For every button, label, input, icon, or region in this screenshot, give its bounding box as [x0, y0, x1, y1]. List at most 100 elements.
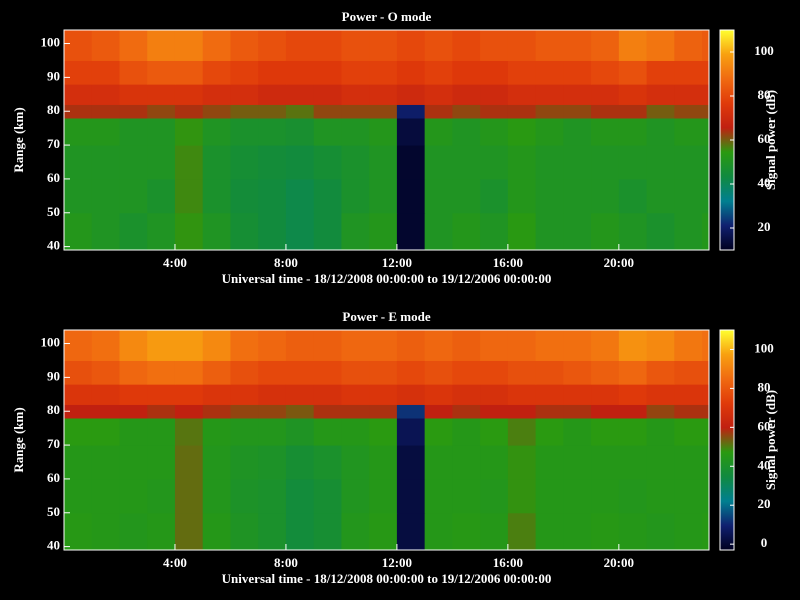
heatmap-cell [147, 404, 176, 419]
heatmap-cell [91, 178, 120, 214]
heatmap-cell [341, 512, 370, 550]
heatmap-cell [480, 512, 509, 550]
heatmap-cell [285, 104, 315, 119]
heatmap-cell [258, 478, 287, 514]
heatmap-cell [396, 330, 426, 361]
colorbar-label: Signal power (dB) [763, 90, 778, 190]
heatmap-cell [507, 178, 537, 214]
heatmap-cell [563, 104, 592, 119]
heatmap-cell [507, 30, 537, 61]
heatmap-cell [618, 145, 648, 180]
heatmap-cell [674, 30, 703, 61]
heatmap-cell [91, 512, 120, 550]
heatmap-cell [313, 445, 342, 480]
heatmap-cell [174, 512, 204, 550]
colorbar-tick-label: 60 [758, 131, 771, 146]
heatmap-cell [452, 104, 481, 119]
y-tick-label: 40 [47, 238, 60, 253]
heatmap-cell [591, 84, 620, 105]
heatmap-cell [646, 178, 675, 214]
heatmap-cell [258, 84, 287, 105]
heatmap-cell [258, 145, 287, 180]
heatmap-cell [230, 478, 259, 514]
heatmap-cell [230, 212, 259, 250]
heatmap-cell [313, 212, 342, 250]
x-tick-label: 8:00 [274, 255, 298, 270]
heatmap-cell [230, 30, 259, 61]
heatmap-cell [202, 384, 231, 405]
heatmap-cell [202, 478, 231, 514]
colorbar [719, 329, 735, 551]
heatmap-cell [591, 512, 620, 550]
heatmap-cell [147, 84, 176, 105]
x-tick-label: 16:00 [493, 555, 523, 570]
heatmap-cell [230, 445, 259, 480]
y-tick-label: 90 [47, 68, 60, 83]
heatmap-cell [646, 360, 675, 385]
heatmap-cell [507, 104, 537, 119]
heatmap-cell [285, 145, 315, 180]
heatmap-cell [452, 445, 481, 480]
heatmap-cell [480, 478, 509, 514]
heatmap-cell [369, 60, 398, 85]
heatmap-cell [563, 418, 592, 446]
heatmap-cell [285, 478, 315, 514]
heatmap-cell [674, 60, 703, 85]
heatmap-cell [258, 118, 287, 146]
heatmap-cell [424, 330, 453, 361]
heatmap-cell [91, 60, 120, 85]
heatmap-cell [313, 104, 342, 119]
heatmap-cell [230, 418, 259, 446]
heatmap-cell [202, 178, 231, 214]
heatmap-cell [174, 30, 204, 61]
heatmap-cell [591, 118, 620, 146]
heatmap-cell [285, 30, 315, 61]
heatmap-cell [424, 360, 453, 385]
heatmap-cell [507, 330, 537, 361]
x-tick-label: 16:00 [493, 255, 523, 270]
heatmap-cell [202, 145, 231, 180]
heatmap-cell [424, 84, 453, 105]
x-axis-label: Universal time - 18/12/2008 00:00:00 to … [222, 271, 552, 286]
heatmap-cell [64, 104, 93, 119]
heatmap-cell [396, 404, 426, 419]
x-tick-label: 8:00 [274, 555, 298, 570]
heatmap-cell [285, 212, 315, 250]
heatmap-cell [341, 384, 370, 405]
heatmap-cell [174, 212, 204, 250]
heatmap-cell [341, 178, 370, 214]
heatmap-cell [119, 212, 148, 250]
colorbar-label: Signal power (dB) [763, 390, 778, 490]
heatmap-cell [202, 512, 231, 550]
heatmap-cell [591, 178, 620, 214]
heatmap-cell [64, 330, 93, 361]
heatmap-cell [258, 445, 287, 480]
heatmap-cell [174, 178, 204, 214]
heatmap-cell [341, 478, 370, 514]
heatmap-cell [313, 418, 342, 446]
heatmap-cell [646, 478, 675, 514]
heatmap-cell [702, 178, 709, 214]
heatmap-cell [64, 84, 93, 105]
heatmap-cell [147, 212, 176, 250]
heatmap-cell [202, 418, 231, 446]
heatmap-cell [202, 212, 231, 250]
heatmap-cell [563, 404, 592, 419]
heatmap-cell [230, 360, 259, 385]
heatmap-cell [369, 478, 398, 514]
colorbar-tick-label: 80 [758, 87, 771, 102]
heatmap-cell [507, 384, 537, 405]
heatmap-cell [702, 445, 709, 480]
heatmap-cell [674, 330, 703, 361]
y-tick-label: 80 [47, 402, 60, 417]
heatmap-cell [313, 178, 342, 214]
heatmap-cell [674, 418, 703, 446]
heatmap-cell [452, 478, 481, 514]
heatmap-cell [618, 445, 648, 480]
heatmap-cell [507, 60, 537, 85]
heatmap-cell [174, 84, 204, 105]
heatmap-cell [424, 418, 453, 446]
heatmap-cell [507, 404, 537, 419]
heatmap-cell [591, 360, 620, 385]
heatmap-cell [424, 178, 453, 214]
